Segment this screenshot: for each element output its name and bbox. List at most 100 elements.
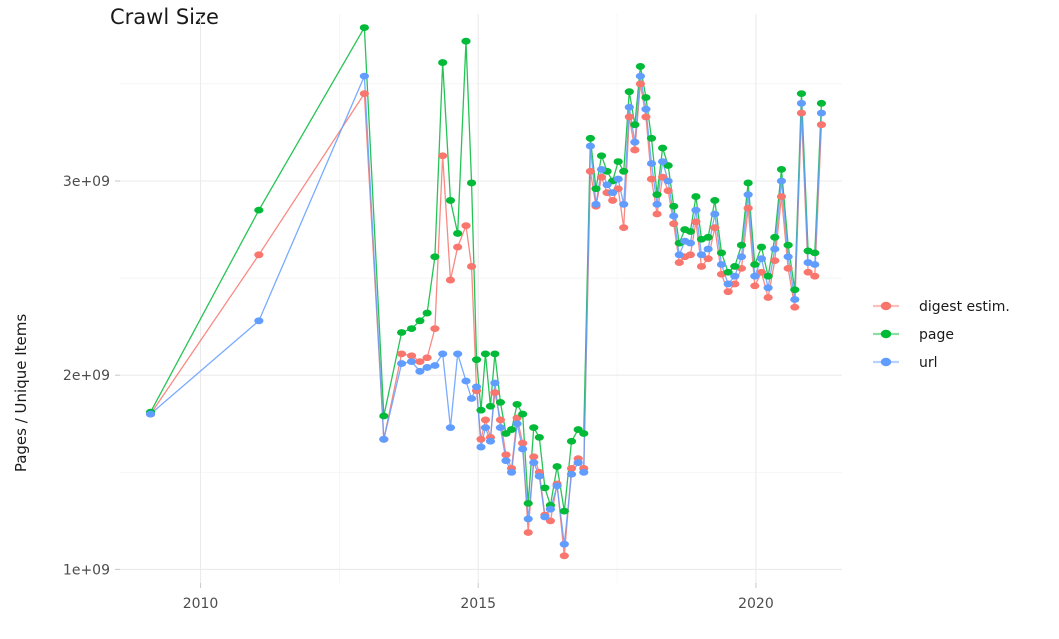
data-point xyxy=(635,72,646,80)
y-axis-title: Pages / Unique Items xyxy=(12,314,30,473)
data-point xyxy=(573,459,583,466)
data-point xyxy=(703,245,713,253)
data-point xyxy=(461,37,471,45)
data-point xyxy=(485,437,496,445)
data-point xyxy=(730,272,740,280)
data-point xyxy=(710,224,720,232)
legend-item-page[interactable]: page xyxy=(873,327,954,343)
data-point xyxy=(716,249,727,257)
series-layer xyxy=(145,24,827,560)
data-point xyxy=(359,24,369,31)
data-point xyxy=(430,362,440,369)
data-point xyxy=(658,158,668,165)
data-point xyxy=(534,433,544,441)
data-point xyxy=(646,134,657,142)
data-point xyxy=(770,245,780,253)
data-point xyxy=(552,482,562,490)
legend-item-url[interactable]: url xyxy=(873,355,938,371)
y-tick-label: 3e+09 xyxy=(63,174,110,190)
data-point xyxy=(512,400,522,408)
data-point xyxy=(518,445,528,453)
data-point xyxy=(810,261,820,268)
data-point xyxy=(396,360,407,367)
data-point xyxy=(669,220,679,228)
data-point xyxy=(480,424,491,432)
data-point xyxy=(523,499,533,507)
legend-point-swatch xyxy=(880,357,892,367)
data-point xyxy=(471,356,482,364)
data-point xyxy=(624,103,634,111)
data-point xyxy=(796,109,807,117)
data-point xyxy=(415,367,425,375)
data-point xyxy=(396,350,407,358)
data-point xyxy=(691,218,701,226)
data-point xyxy=(379,435,389,443)
data-point xyxy=(723,280,733,288)
data-point xyxy=(422,309,432,317)
data-point xyxy=(816,121,827,129)
data-point xyxy=(453,243,463,251)
data-point xyxy=(608,197,618,204)
minor-gridlines xyxy=(120,14,842,583)
data-point xyxy=(635,63,646,70)
data-point xyxy=(790,286,800,294)
data-point xyxy=(750,282,760,290)
x-axis-tick-labels: 2010 2015 2020 xyxy=(183,596,774,612)
data-point xyxy=(685,228,695,235)
data-point xyxy=(585,142,596,150)
data-point xyxy=(512,420,522,428)
data-point xyxy=(445,197,456,204)
data-point xyxy=(630,121,640,129)
data-point xyxy=(776,193,787,200)
data-point xyxy=(756,268,767,276)
legend-point-swatch xyxy=(880,301,892,311)
data-point xyxy=(783,253,793,261)
data-point xyxy=(430,253,440,261)
data-point xyxy=(415,317,425,325)
data-point xyxy=(480,350,491,358)
page-title: Crawl Size xyxy=(110,5,219,29)
x-tick-label: 2015 xyxy=(460,596,496,612)
data-point xyxy=(803,268,813,276)
data-point xyxy=(529,453,539,461)
data-point xyxy=(652,200,662,208)
data-point xyxy=(624,88,634,96)
data-point xyxy=(770,233,780,241)
data-point xyxy=(596,173,607,181)
data-point xyxy=(796,99,807,107)
data-point xyxy=(750,272,760,280)
data-point xyxy=(485,402,496,410)
data-point xyxy=(743,179,753,187)
data-point xyxy=(359,72,369,80)
points-url xyxy=(145,72,827,548)
data-point xyxy=(630,146,640,154)
data-point xyxy=(756,243,767,251)
data-point xyxy=(476,435,486,443)
data-point xyxy=(490,379,500,387)
data-point xyxy=(495,416,506,424)
data-point xyxy=(529,459,539,466)
data-point xyxy=(736,253,747,261)
data-point xyxy=(438,59,448,66)
data-point xyxy=(254,206,264,214)
data-point xyxy=(422,354,432,362)
data-point xyxy=(641,105,651,113)
legend-item-digest-estim[interactable]: digest estim. xyxy=(873,299,1010,315)
data-point xyxy=(710,197,720,204)
y-tick-label: 1e+09 xyxy=(63,562,110,578)
data-point xyxy=(415,358,425,366)
legend-label: url xyxy=(919,355,938,371)
data-point xyxy=(453,350,463,358)
data-point xyxy=(476,406,486,414)
data-point xyxy=(585,134,596,142)
data-point xyxy=(723,288,733,296)
data-point xyxy=(406,325,417,332)
data-point xyxy=(495,424,506,432)
data-point xyxy=(619,167,629,175)
data-point xyxy=(518,410,528,418)
data-point xyxy=(763,294,773,301)
data-point xyxy=(685,251,695,259)
data-point xyxy=(743,204,753,212)
data-point xyxy=(703,255,713,263)
data-point xyxy=(696,263,707,270)
